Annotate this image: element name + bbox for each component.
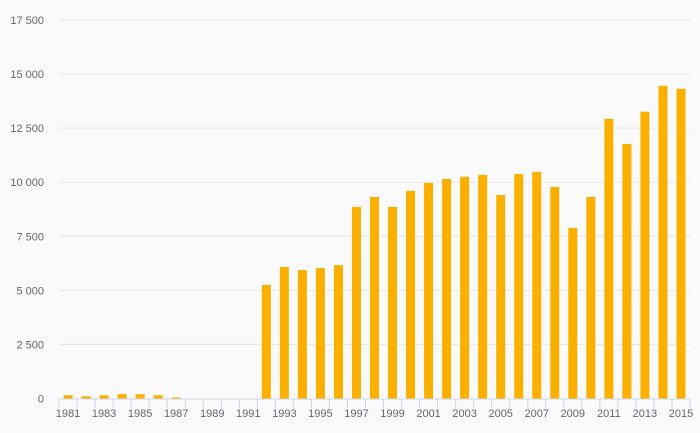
y-tick-label: 10 000 [10, 177, 44, 189]
bar-2006 [514, 173, 524, 399]
bar-2005 [496, 194, 506, 399]
x-tick-label: 2001 [416, 408, 440, 420]
x-tick-label: 1985 [128, 408, 152, 420]
bar-2004 [478, 174, 488, 399]
bar-2000 [406, 190, 416, 399]
bar-1986 [153, 395, 163, 399]
x-tick-label: 1987 [164, 408, 188, 420]
x-tick-label: 1989 [200, 408, 224, 420]
bar-1987 [171, 397, 181, 399]
x-tick-label: 2009 [561, 408, 585, 420]
x-tick-label: 1993 [272, 408, 296, 420]
y-tick-label: 15 000 [10, 69, 44, 81]
bar-2015 [676, 88, 686, 399]
x-tick-label: 2013 [633, 408, 657, 420]
bar-2013 [640, 111, 650, 399]
y-tick-label: 5 000 [16, 285, 44, 297]
y-tick-label: 17 500 [10, 15, 44, 27]
bar-2012 [622, 143, 632, 399]
bar-1997 [351, 206, 361, 399]
bar-2003 [460, 176, 470, 399]
bars [63, 85, 686, 399]
x-tick-label: 1981 [56, 408, 80, 420]
y-tick-label: 12 500 [10, 123, 44, 135]
x-tick-label: 1995 [308, 408, 332, 420]
bar-1996 [333, 265, 343, 399]
bar-2008 [550, 186, 560, 399]
bar-1994 [297, 270, 307, 399]
bar-2014 [658, 85, 668, 399]
bar-2011 [604, 118, 614, 399]
y-tick-label: 0 [38, 394, 44, 406]
y-tick-label: 2 500 [16, 339, 44, 351]
x-tick-label: 1991 [236, 408, 260, 420]
bar-1995 [315, 268, 325, 399]
y-axis: 0 2 500 5 000 7 500 10 000 12 500 15 000 17 500 [10, 15, 44, 406]
bar-1993 [279, 266, 289, 399]
bar-1984 [117, 394, 127, 399]
bar-2010 [586, 196, 596, 399]
bar-1992 [261, 284, 271, 399]
y-tick-label: 7 500 [16, 231, 44, 243]
bar-1982 [81, 396, 91, 399]
bar-2007 [532, 171, 542, 399]
x-axis: 1981 1983 1985 1987 1989 1991 1993 1995 1997 1999… [56, 398, 693, 420]
x-tick-label: 2005 [488, 408, 512, 420]
x-tick-label: 1983 [92, 408, 116, 420]
x-tick-label: 2003 [452, 408, 476, 420]
bar-1985 [135, 394, 145, 399]
bar-2009 [568, 227, 578, 399]
bar-2001 [424, 182, 434, 399]
bar-1983 [99, 395, 109, 399]
bar-1999 [388, 206, 398, 399]
x-tick-label: 1999 [380, 408, 404, 420]
x-tick-label: 1997 [344, 408, 368, 420]
bar-2002 [442, 178, 452, 399]
x-tick-label: 2015 [669, 408, 693, 420]
x-tick-label: 2007 [525, 408, 549, 420]
x-tick-label: 2011 [597, 408, 621, 420]
bar-1998 [370, 196, 379, 399]
bar-1981 [63, 395, 73, 399]
